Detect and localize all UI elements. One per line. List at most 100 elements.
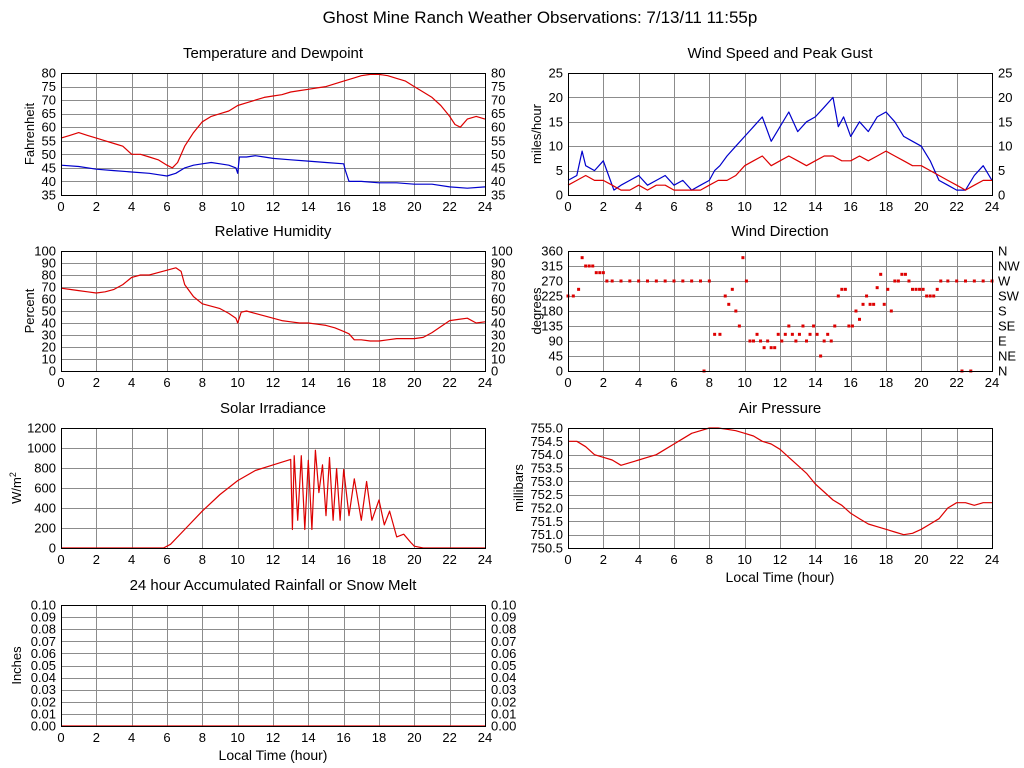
temperature-x-tick-label: 4 [128, 199, 135, 214]
temperature-series-line-1 [60, 155, 486, 189]
wind-direction-point [601, 271, 605, 275]
pressure-y-tick-label: 753.5 [530, 461, 563, 476]
wind-direction-point [981, 279, 985, 283]
humidity-y-tick-label: 50 [42, 304, 56, 319]
wind-speed-y-tick-label: 15 [549, 114, 563, 129]
solar-x-tick-label: 4 [128, 552, 135, 567]
wind-direction-x-tick-label: 16 [843, 375, 857, 390]
wind-direction-point [598, 271, 602, 275]
wind-direction-point [903, 272, 907, 276]
temperature-y-tick-label: 45 [42, 160, 56, 175]
wind-direction-point [861, 302, 865, 306]
temperature-y-tick-label: 70 [42, 93, 56, 108]
wind-speed-y-tick-label: 5 [556, 163, 563, 178]
wind-direction-point [619, 279, 623, 283]
humidity-y-tick-label: 90 [42, 256, 56, 271]
rainfall-x-tick-label: 2 [93, 730, 100, 745]
rainfall-y-tick-label: 0.03 [31, 682, 56, 697]
humidity-y-tick-label: 20 [42, 340, 56, 355]
pressure-y-tick-label: 752.0 [530, 501, 563, 516]
solar-y-tick-label: 1200 [27, 421, 56, 436]
humidity-y-tick-label: 10 [42, 352, 56, 367]
wind-direction-y-tick-label: 90 [549, 334, 563, 349]
wind-direction-point [605, 279, 609, 283]
humidity-y-tick-label-right: 100 [491, 244, 513, 259]
rainfall-y-tick-label: 0.06 [31, 646, 56, 661]
temperature-title: Temperature and Dewpoint [183, 45, 364, 62]
wind-direction-point [790, 332, 794, 336]
pressure-y-tick-label: 751.5 [530, 514, 563, 529]
humidity-title: Relative Humidity [215, 223, 332, 240]
temperature-y-tick-label-right: 50 [491, 147, 505, 162]
humidity-y-tick-label-right: 50 [491, 304, 505, 319]
rainfall-x-tick-label: 22 [442, 730, 456, 745]
wind-direction-point [587, 264, 591, 268]
humidity-plot-frame [61, 251, 486, 372]
humidity-y-tick-label-right: 70 [491, 280, 505, 295]
wind-direction-point [840, 287, 844, 291]
humidity-x-tick-label: 16 [336, 375, 350, 390]
rainfall-plot-frame [61, 605, 486, 727]
wind-direction-point [805, 339, 808, 343]
rainfall-x-tick-label: 10 [230, 730, 244, 745]
rainfall-x-tick-label: 6 [163, 730, 170, 745]
solar-y-tick-label: 0 [49, 541, 56, 556]
wind-direction-point [808, 332, 812, 336]
humidity-y-tick-label-right: 60 [491, 292, 505, 307]
wind-direction-point [907, 279, 911, 283]
temperature-y-tick-label: 80 [42, 66, 56, 81]
humidity-y-tick-label-right: 30 [491, 328, 505, 343]
wind-speed-y-tick-label-right: 0 [998, 188, 1005, 203]
pressure-x-tick-label: 12 [773, 552, 787, 567]
temperature-y-tick-label: 75 [42, 79, 56, 94]
solar-y-tick-label: 800 [34, 461, 56, 476]
wind-direction-point [955, 279, 959, 283]
wind-direction-point [872, 302, 876, 306]
humidity-series-line-0 [60, 267, 486, 342]
wind-direction-point [744, 279, 748, 283]
temperature-x-tick-label: 18 [372, 199, 386, 214]
wind-direction-x-tick-label: 14 [808, 375, 822, 390]
wind-direction-point [833, 324, 837, 328]
wind-direction-point [741, 256, 745, 260]
wind-direction-point [773, 346, 777, 350]
wind-speed-x-tick-label: 20 [914, 199, 928, 214]
wind-direction-y-tick-label-right: N [998, 244, 1007, 259]
wind-direction-point [911, 287, 914, 291]
wind-direction-point [699, 279, 702, 283]
wind-direction-y-tick-label-right: SW [998, 289, 1020, 304]
wind-direction-point [850, 324, 854, 328]
wind-direction-x-tick-label: 22 [949, 375, 963, 390]
rainfall-x-tick-label: 16 [336, 730, 350, 745]
rainfall-chart: 24 hour Accumulated Rainfall or Snow Mel… [9, 577, 516, 763]
wind-speed-y-tick-label-right: 10 [998, 139, 1012, 154]
rainfall-x-tick-label: 14 [301, 730, 315, 745]
temperature-y-tick-label: 50 [42, 147, 56, 162]
wind-speed-x-tick-label: 2 [600, 199, 607, 214]
wind-direction-y-tick-label-right: NE [998, 349, 1016, 364]
wind-speed-x-tick-label: 22 [949, 199, 963, 214]
wind-direction-point [752, 339, 755, 343]
rainfall-y-tick-label: 0.01 [31, 706, 56, 721]
wind-speed-y-tick-label-right: 20 [998, 90, 1012, 105]
wind-direction-point [865, 294, 869, 298]
solar-y-tick-label: 400 [34, 501, 56, 516]
temperature-x-tick-label: 24 [478, 199, 492, 214]
rainfall-y-tick-label-right: 0.04 [491, 670, 516, 685]
wind-direction-point [783, 332, 787, 336]
wind-direction-point [812, 324, 816, 328]
rainfall-x-tick-label: 20 [407, 730, 421, 745]
temperature-x-tick-label: 10 [230, 199, 244, 214]
humidity-y-tick-label: 100 [34, 244, 56, 259]
wind-direction-point [681, 279, 685, 283]
rainfall-y-tick-label-right: 0.01 [491, 706, 516, 721]
temperature-x-tick-label: 2 [93, 199, 100, 214]
wind-direction-y-axis-label: degrees [529, 287, 544, 334]
wind-direction-point [972, 279, 976, 283]
pressure-y-tick-label: 754.0 [530, 447, 563, 462]
page-title: Ghost Mine Ranch Weather Observations: 7… [323, 8, 758, 27]
solar-plot-frame [61, 428, 486, 549]
humidity-y-tick-label-right: 90 [491, 256, 505, 271]
temperature-x-tick-label: 0 [57, 199, 64, 214]
